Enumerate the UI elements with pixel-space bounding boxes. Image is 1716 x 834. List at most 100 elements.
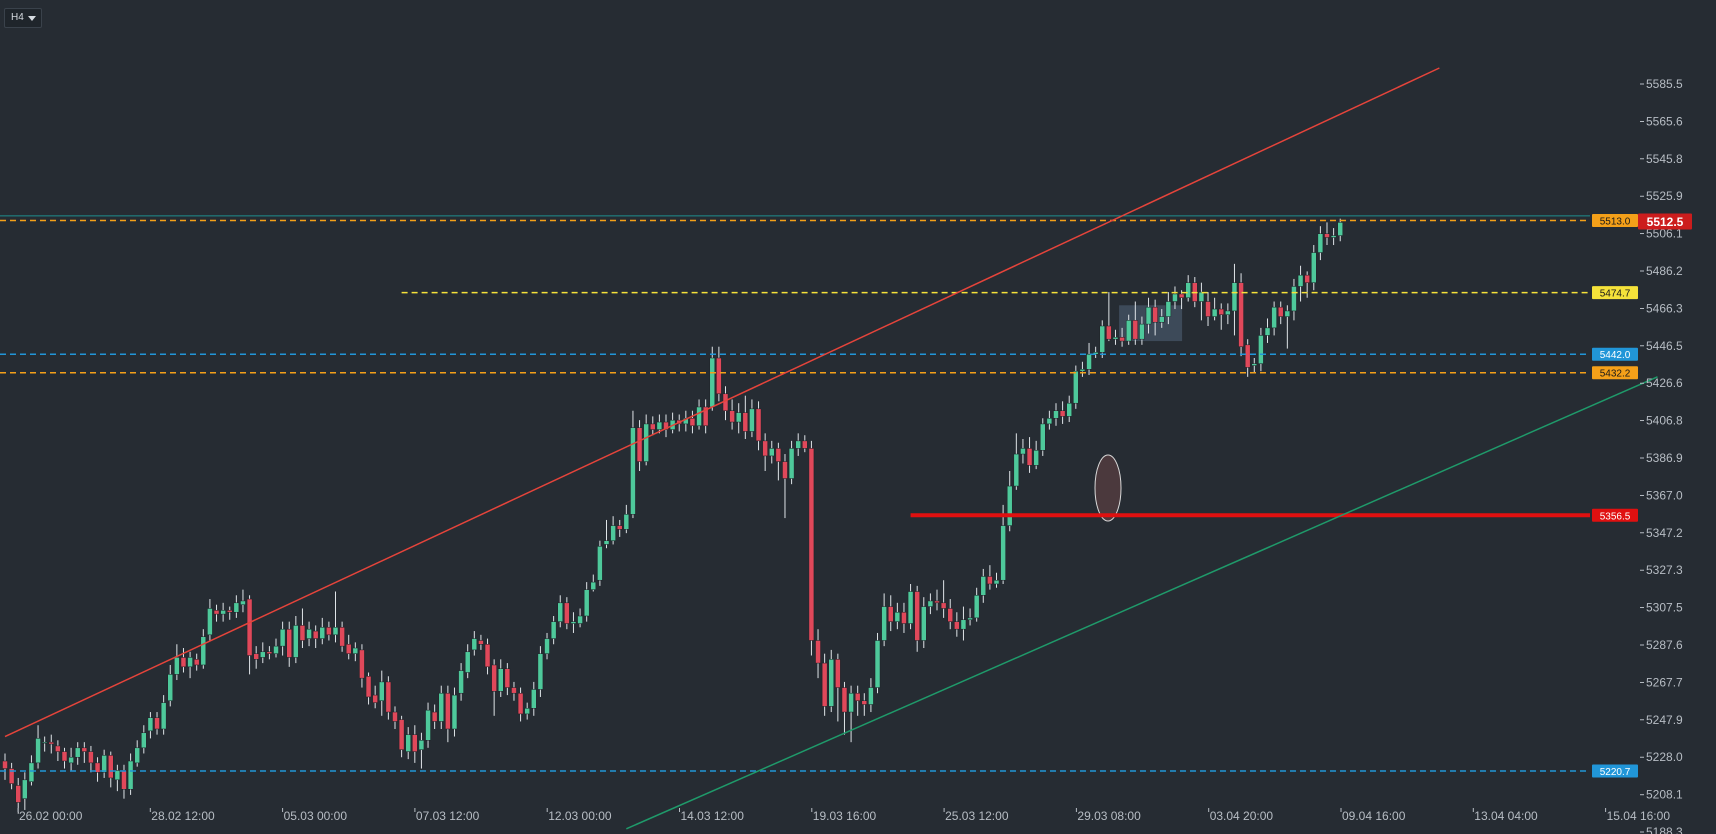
candle-body: [2, 760, 8, 769]
candle-body: [1000, 525, 1006, 581]
candle-body: [1119, 337, 1125, 342]
candle-body: [1013, 453, 1020, 487]
candle-body: [279, 628, 286, 647]
candle-body: [795, 440, 801, 449]
candle-body: [451, 694, 458, 730]
candle-body: [656, 421, 663, 430]
candle-body: [808, 448, 815, 641]
candle-body: [55, 745, 61, 752]
candle-body: [907, 591, 914, 624]
x-tick-label: 25.03 12:00: [945, 809, 1009, 823]
candle-body: [398, 719, 405, 750]
support-trend-line: [626, 376, 1658, 830]
candle-body: [392, 711, 398, 722]
candle-body: [623, 514, 630, 530]
candle-body: [332, 627, 339, 636]
candle-body: [220, 610, 226, 615]
candle-body: [438, 692, 445, 722]
candle-body: [544, 638, 550, 654]
y-tick-label: 5327.3: [1646, 563, 1683, 577]
candle-body: [828, 659, 834, 707]
candle-body: [894, 611, 901, 622]
candle-body: [987, 576, 993, 585]
candle-body: [564, 602, 570, 624]
timeframe-selector[interactable]: H4: [4, 8, 42, 28]
candle-body: [372, 694, 378, 703]
candle-body: [498, 668, 504, 692]
candle-body: [293, 625, 299, 658]
level-badge: [1592, 214, 1638, 228]
x-tick-label: 12.03 00:00: [548, 809, 612, 823]
candle-body: [947, 608, 953, 622]
y-tick-label: 5347.2: [1646, 526, 1683, 540]
candle-body: [1132, 320, 1139, 340]
candle-body: [517, 692, 524, 715]
candle-body: [557, 602, 563, 622]
candle-body: [1053, 410, 1059, 419]
candle-body: [1152, 306, 1158, 323]
candle-body: [1198, 291, 1205, 302]
candle-body: [8, 768, 15, 784]
candle-body: [68, 756, 74, 764]
candle-body: [583, 589, 590, 617]
candle-body: [696, 406, 702, 427]
candle-body: [1238, 282, 1244, 347]
candle-body: [299, 625, 306, 641]
candle-body: [504, 668, 511, 688]
candle-body: [848, 692, 854, 713]
candle-body: [1145, 306, 1152, 325]
candle-body: [927, 600, 934, 607]
candle-body: [841, 687, 848, 713]
price-axis[interactable]: 5585.5 5565.6 5545.8 5525.9 5506.1 5486.2 5466…: [1640, 77, 1683, 834]
candle-body: [141, 732, 147, 749]
y-tick-label: 5267.7: [1646, 675, 1683, 689]
candle-body: [749, 408, 755, 432]
candle-body: [114, 770, 121, 781]
y-tick-label: 5545.8: [1646, 152, 1683, 166]
candle-body: [405, 734, 411, 752]
x-tick-label: 03.04 20:00: [1210, 809, 1274, 823]
candle-body: [167, 674, 173, 701]
candle-body: [775, 448, 782, 462]
candle-body: [1251, 363, 1258, 366]
candle-body: [147, 717, 154, 732]
candle-body: [881, 606, 887, 641]
x-tick-label: 09.04 16:00: [1342, 809, 1406, 823]
candle-body: [22, 779, 28, 799]
level-badge-label: 5432.2: [1600, 369, 1631, 380]
y-tick-label: 5247.9: [1646, 713, 1683, 727]
candle-body: [484, 644, 491, 668]
candle-body: [478, 640, 484, 645]
candle-body: [597, 546, 603, 581]
horizontal-levels: [0, 215, 1590, 772]
candle-body: [471, 638, 478, 651]
candle-body: [1205, 301, 1211, 317]
candle-body: [253, 653, 259, 660]
candle-body: [187, 657, 193, 668]
candle-body: [663, 421, 669, 430]
candle-body: [901, 611, 907, 624]
candle-body: [854, 692, 861, 701]
candle-body: [769, 448, 775, 457]
candle-body: [1020, 448, 1026, 455]
candle-body: [260, 651, 266, 658]
candle-body: [425, 709, 431, 741]
y-tick-label: 5307.5: [1646, 601, 1683, 615]
y-tick-label: 5486.2: [1646, 264, 1683, 278]
candle-body: [1099, 325, 1106, 353]
candle-body: [127, 760, 134, 790]
candle-body: [650, 423, 656, 430]
trend-lines: [4, 67, 1658, 830]
candle-body: [491, 664, 497, 692]
candle-body: [1112, 337, 1119, 340]
candle-body: [1178, 293, 1185, 299]
candle-body: [689, 418, 696, 427]
candle-body: [193, 659, 200, 666]
y-tick-label: 5585.5: [1646, 77, 1683, 91]
candle-body: [1225, 310, 1231, 315]
candle-body: [868, 687, 874, 705]
candle-body: [550, 621, 557, 639]
time-axis[interactable]: 26.02 00:00 28.02 12:00 05.03 00:00 07.03 1…: [17, 808, 1670, 823]
candle-body: [835, 659, 841, 688]
